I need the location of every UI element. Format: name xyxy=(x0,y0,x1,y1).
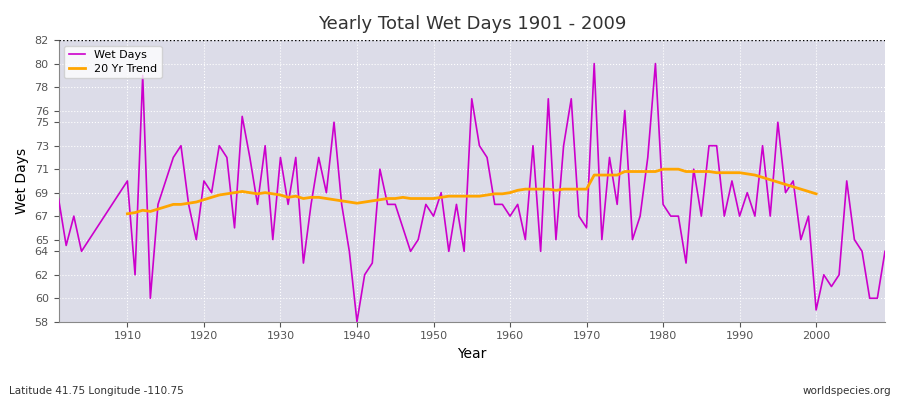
20 Yr Trend xyxy=(811,192,822,196)
20 Yr Trend xyxy=(658,167,669,172)
Wet Days xyxy=(53,196,64,201)
20 Yr Trend xyxy=(283,195,293,200)
20 Yr Trend xyxy=(206,195,217,200)
Wet Days xyxy=(612,202,623,207)
Wet Days xyxy=(589,61,599,66)
Line: 20 Yr Trend: 20 Yr Trend xyxy=(128,169,816,214)
X-axis label: Year: Year xyxy=(457,347,487,361)
Wet Days xyxy=(505,214,516,218)
Wet Days xyxy=(879,249,890,254)
20 Yr Trend xyxy=(803,189,814,194)
Wet Days xyxy=(283,202,293,207)
Wet Days xyxy=(512,202,523,207)
20 Yr Trend xyxy=(298,196,309,201)
Y-axis label: Wet Days: Wet Days xyxy=(15,148,29,214)
Text: Latitude 41.75 Longitude -110.75: Latitude 41.75 Longitude -110.75 xyxy=(9,386,184,396)
Line: Wet Days: Wet Days xyxy=(58,64,885,322)
Title: Yearly Total Wet Days 1901 - 2009: Yearly Total Wet Days 1901 - 2009 xyxy=(318,15,626,33)
20 Yr Trend xyxy=(796,187,806,192)
Legend: Wet Days, 20 Yr Trend: Wet Days, 20 Yr Trend xyxy=(64,46,162,78)
Wet Days xyxy=(114,190,125,195)
20 Yr Trend xyxy=(711,170,722,175)
Wet Days xyxy=(352,319,363,324)
20 Yr Trend xyxy=(122,211,133,216)
Wet Days xyxy=(328,120,339,125)
Text: worldspecies.org: worldspecies.org xyxy=(803,386,891,396)
